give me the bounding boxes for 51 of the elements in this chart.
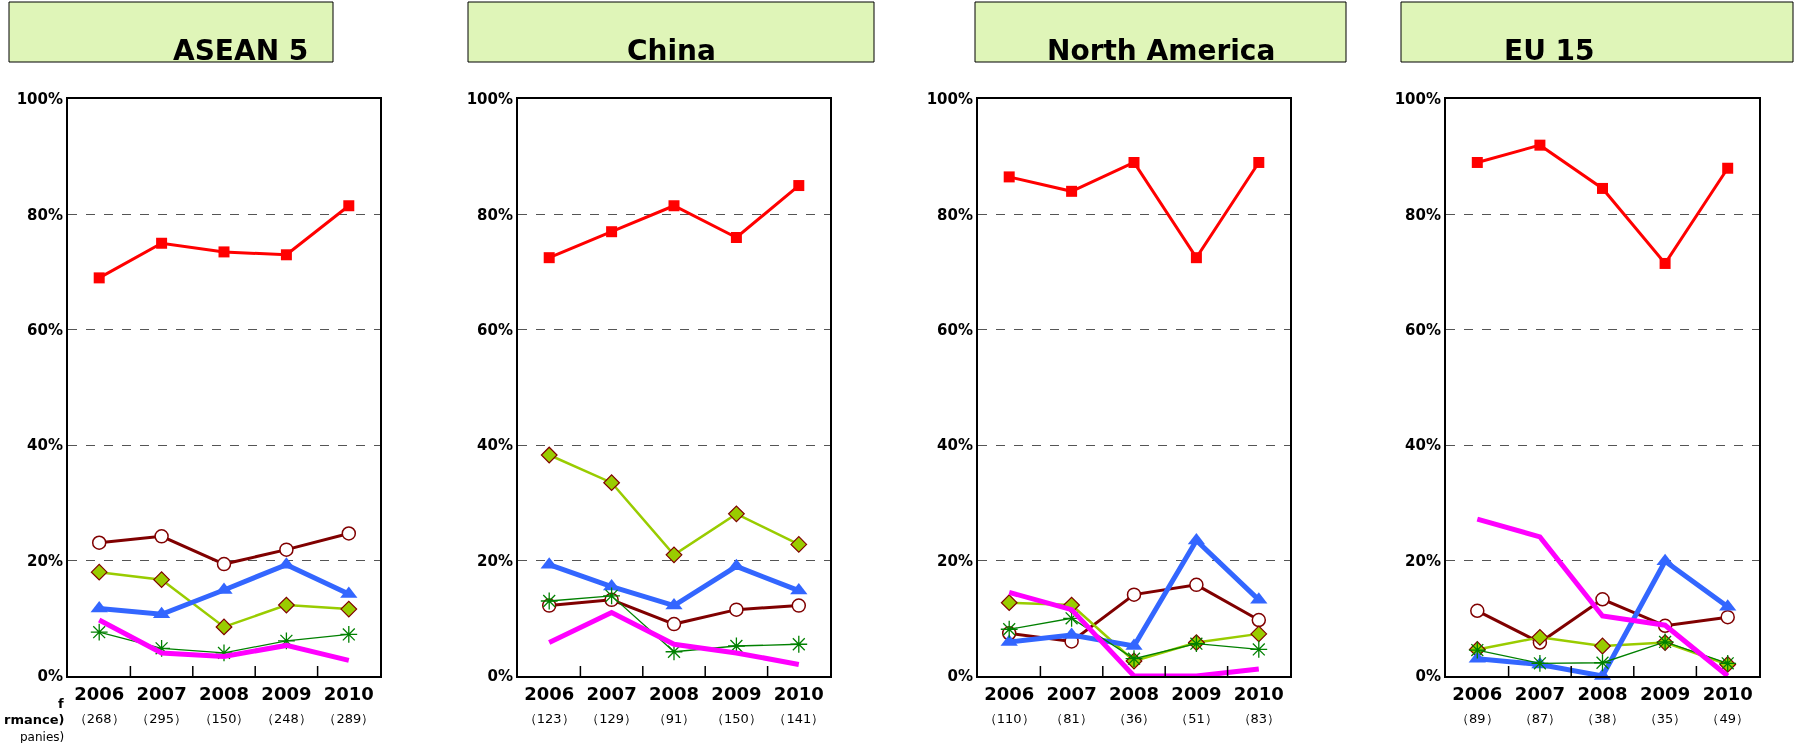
x-tick-label: 2008 （36） [1108,682,1160,726]
y-tick-label: 80% [27,205,63,224]
x-tick-label: 2008 （150） [198,682,250,726]
y-tick-label: 40% [937,436,973,455]
x-tick-label: 2009 （248） [260,682,312,726]
y-tick-label: 20% [477,551,513,570]
y-tick-label: 40% [1405,436,1441,455]
text: f [58,696,64,711]
x-tick-label: 2008 （38） [1577,682,1628,726]
y-tick-label: 20% [937,551,973,570]
x-tick-label: 2007 （87） [1514,682,1565,726]
text: rmance) [4,712,65,727]
y-tick-label: 0% [37,667,63,686]
y-tick-label: 20% [1405,551,1441,570]
y-tick-label: 60% [27,321,63,340]
y-tick-label: 100% [926,90,973,109]
x-tick-label: 2006 （123） [523,682,575,726]
y-tick-label: 40% [477,436,513,455]
x-tick-label: 2009 （35） [1640,682,1691,726]
y-tick-label: 80% [1405,205,1441,224]
x-tick-label: 2010 （83） [1233,682,1284,726]
y-tick-label: 100% [16,90,63,109]
y-tick-label: 80% [477,205,513,224]
y-tick-label: 60% [937,321,973,340]
x-tick-label: 2007 （129） [586,682,638,726]
x-tick-label: 2006 （89） [1452,682,1503,726]
y-tick-label: 40% [27,436,63,455]
y-tick-label: 0% [487,667,513,686]
y-tick-label: 20% [27,551,63,570]
x-tick-label: 2010 （289） [323,682,375,726]
y-tick-label: 100% [1394,90,1441,109]
x-tick-label: 2007 （81） [1046,682,1097,726]
x-tick-label: 2009 （150） [710,682,762,726]
x-tick-label: 2007 （295） [136,682,188,726]
chart-title: ASEAN 5 [173,34,309,67]
y-tick-label: 60% [1405,321,1441,340]
chart-title: North America [1047,34,1276,67]
x-tick-label: 2006 （268） [73,682,125,726]
x-tick-label: 2008 （91） [648,682,700,726]
x-tick-label: 2006 （110） [983,682,1035,726]
y-tick-label: 0% [1415,667,1441,686]
text: panies) [20,730,65,743]
chart-title: EU 15 [1504,34,1595,67]
x-tick-label: 2010 （141） [773,682,825,726]
x-tick-label: 2010 （49） [1702,682,1753,726]
y-tick-label: 60% [477,321,513,340]
y-tick-label: 100% [466,90,513,109]
x-tick-label: 2009 （51） [1171,682,1222,726]
y-tick-label: 0% [947,667,973,686]
chart-title: China [627,34,716,67]
y-tick-label: 80% [937,205,973,224]
